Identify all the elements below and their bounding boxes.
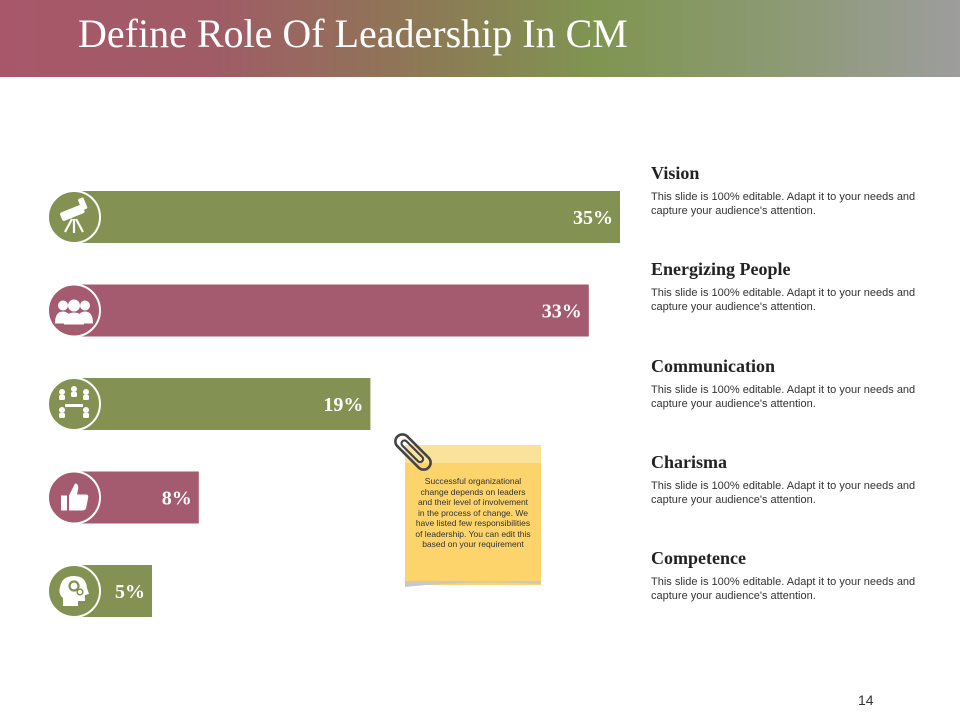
item-energizing-people: Energizing People This slide is 100% edi…	[651, 259, 941, 314]
item-title-charisma: Charisma	[651, 452, 727, 472]
item-desc-competence: This slide is 100% editable. Adapt it to…	[651, 576, 916, 602]
title-banner: Define Role Of Leadership In CM	[0, 0, 960, 77]
bar-value-label-charisma: 8%	[162, 488, 192, 510]
item-desc-charisma: This slide is 100% editable. Adapt it to…	[651, 480, 916, 506]
bar-value-label-vision: 35%	[573, 207, 613, 229]
page-title: Define Role Of Leadership In CM	[78, 11, 628, 56]
bar-communication	[74, 378, 371, 430]
item-title-communication: Communication	[651, 356, 776, 376]
bar-value-label-competence: 5%	[115, 581, 145, 603]
item-desc-communication: This slide is 100% editable. Adapt it to…	[651, 384, 916, 410]
item-communication: Communication This slide is 100% editabl…	[651, 356, 941, 411]
item-desc-vision: This slide is 100% editable. Adapt it to…	[651, 191, 916, 217]
telescope-icon	[60, 197, 88, 233]
sticky-note-curl	[405, 581, 541, 587]
people-group-icon	[55, 299, 93, 325]
bar-energizing-people	[74, 284, 589, 337]
bar-value-label-energizing-people: 33%	[542, 301, 582, 323]
bar-vision	[74, 191, 620, 243]
item-vision: Vision This slide is 100% editable. Adap…	[651, 163, 941, 218]
item-charisma: Charisma This slide is 100% editable. Ad…	[651, 452, 941, 507]
bar-value-label-communication: 19%	[323, 394, 363, 416]
head-gears-icon	[59, 576, 89, 606]
item-desc-energizing-people: This slide is 100% editable. Adapt it to…	[651, 287, 916, 313]
item-title-vision: Vision	[651, 163, 700, 183]
item-competence: Competence This slide is 100% editable. …	[651, 548, 941, 603]
item-title-competence: Competence	[651, 548, 746, 568]
meeting-icon	[59, 386, 89, 418]
thumbs-up-icon	[61, 483, 89, 511]
sticky-note-tab	[405, 445, 541, 463]
page-number: 14	[858, 692, 874, 708]
item-title-energizing-people: Energizing People	[651, 259, 791, 279]
sticky-note-text: Successful organizational change depends…	[415, 476, 531, 549]
paperclip-icon	[394, 433, 432, 471]
